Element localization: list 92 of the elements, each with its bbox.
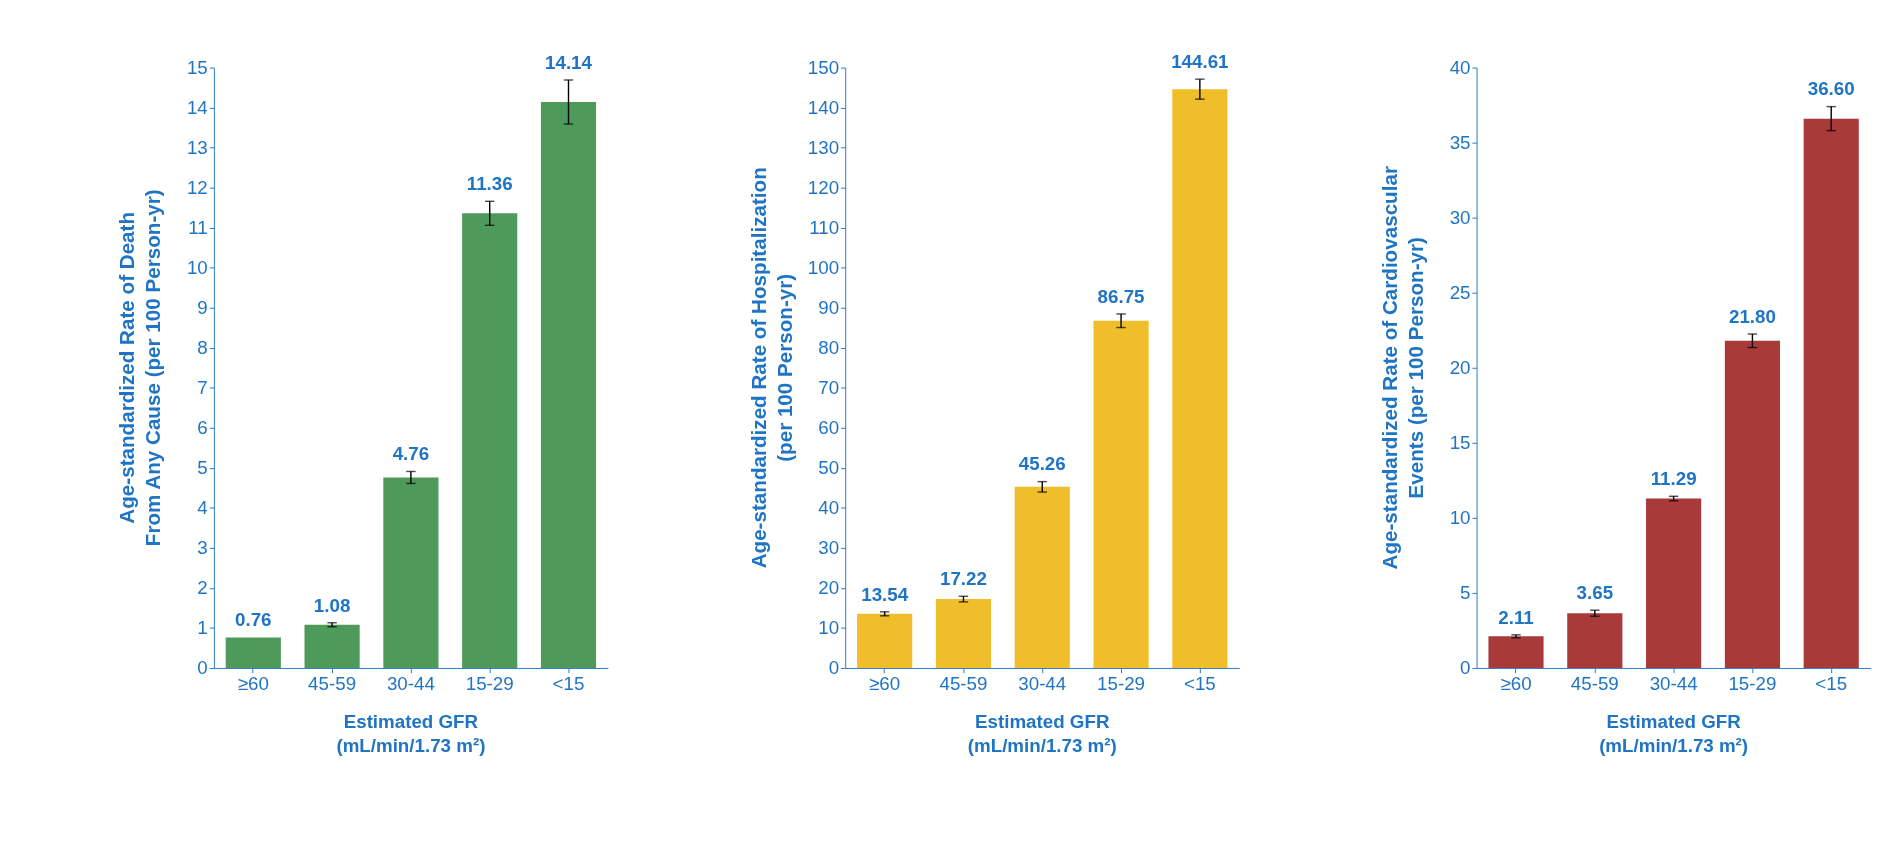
bar (1172, 89, 1228, 668)
x-tick-label: 30-44 (1018, 673, 1067, 695)
data-label: 45.26 (1018, 453, 1066, 475)
y-tick-label: 10 (1449, 506, 1471, 528)
data-label: 36.60 (1807, 78, 1855, 100)
y-tick-label: 5 (197, 456, 208, 478)
y-tick-label: 40 (818, 496, 840, 518)
bar (1646, 498, 1702, 668)
y-tick-label: 13 (186, 136, 208, 158)
y-tick-label: 10 (818, 617, 840, 639)
y-tick-label: 70 (818, 376, 840, 398)
bar (540, 102, 597, 668)
bar (857, 613, 913, 668)
data-label: 86.75 (1097, 285, 1145, 307)
bar (304, 624, 360, 668)
x-tick-label: 30-44 (386, 673, 435, 695)
y-tick-label: 140 (807, 96, 840, 118)
y-tick-label: 20 (1449, 356, 1471, 378)
y-tick-label: 0 (1460, 657, 1471, 679)
y-tick-label: 7 (197, 376, 208, 398)
x-axis-title: Estimated GFR (mL/min/1.73 m²) (967, 711, 1117, 757)
y-tick-label: 0 (197, 657, 208, 679)
bar (462, 213, 518, 668)
y-tick-label: 5 (1460, 582, 1471, 604)
x-axis-title: Estimated GFR (mL/min/1.73 m²) (1599, 711, 1749, 757)
data-label: 1.08 (313, 594, 351, 616)
y-tick-label: 11 (188, 216, 208, 238)
y-tick-label: 90 (818, 296, 840, 318)
x-tick-label: 45-59 (939, 673, 988, 695)
data-label: 0.76 (235, 609, 272, 631)
y-tick-label: 80 (818, 336, 840, 358)
y-tick-label: 8 (197, 336, 208, 358)
data-label: 11.36 (466, 173, 513, 195)
y-tick-label: 6 (197, 416, 208, 438)
y-tick-label: 15 (1449, 431, 1471, 453)
y-tick-label: 120 (807, 176, 840, 198)
bar (1093, 320, 1149, 668)
x-tick-label: 15-29 (1728, 673, 1777, 695)
x-tick-label: <15 (552, 673, 585, 695)
x-tick-label: ≥60 (237, 673, 269, 695)
bar (935, 599, 992, 668)
data-label: 3.65 (1576, 581, 1614, 603)
bar (1014, 486, 1070, 668)
data-label: 14.14 (545, 51, 593, 73)
data-label: 4.76 (392, 443, 430, 465)
y-tick-label: 2 (197, 577, 208, 599)
x-tick-label: 30-44 (1649, 673, 1698, 695)
y-axis-title: Age-standardized Rate of Cardiovascular Events (per 100 Person-yr) (1377, 166, 1428, 570)
y-tick-label: 150 (807, 56, 840, 78)
y-tick-label: 15 (186, 56, 208, 78)
y-tick-label: 12 (186, 176, 208, 198)
data-label: 21.80 (1728, 305, 1776, 327)
y-tick-label: 3 (197, 537, 208, 559)
bar (1567, 613, 1623, 668)
x-tick-label: ≥60 (1500, 673, 1532, 695)
y-axis-title: Age-standardized Rate of Hospitalization (per 100 Person-yr) (746, 167, 796, 569)
y-tick-label: 25 (1449, 281, 1471, 303)
bar (1803, 118, 1859, 668)
y-tick-label: 10 (186, 256, 208, 278)
bar (383, 477, 439, 668)
y-tick-label: 100 (807, 256, 840, 278)
y-tick-label: 14 (186, 96, 208, 118)
data-label: 144.61 (1171, 50, 1229, 72)
x-axis-title: Estimated GFR (mL/min/1.73 m²) (336, 711, 486, 757)
y-tick-label: 20 (818, 577, 840, 599)
x-tick-label: ≥60 (869, 673, 901, 695)
data-label: 2.11 (1498, 606, 1534, 628)
x-tick-label: 45-59 (1570, 673, 1619, 695)
bar (1724, 340, 1780, 668)
data-label: 11.29 (1650, 468, 1697, 490)
bar (225, 637, 281, 668)
y-tick-label: 60 (818, 416, 840, 438)
y-tick-label: 9 (197, 296, 208, 318)
bar (1488, 636, 1544, 668)
y-tick-label: 110 (809, 216, 840, 238)
y-tick-label: 4 (197, 496, 208, 518)
y-tick-label: 30 (818, 537, 840, 559)
data-label: 13.54 (861, 583, 909, 605)
y-tick-label: 40 (1449, 56, 1471, 78)
y-axis-title: Age-standardized Rate of Death From Any Cause (per 100 Person-yr) (115, 189, 165, 547)
y-tick-label: 30 (1449, 206, 1471, 228)
y-tick-label: 1 (197, 617, 208, 639)
x-tick-label: 15-29 (465, 673, 514, 695)
x-tick-label: 45-59 (308, 673, 357, 695)
y-tick-label: 130 (807, 136, 840, 158)
y-tick-label: 35 (1449, 131, 1471, 153)
x-tick-label: <15 (1183, 673, 1216, 695)
x-tick-label: 15-29 (1097, 673, 1146, 695)
y-tick-label: 0 (828, 657, 840, 679)
data-label: 17.22 (939, 568, 987, 590)
y-tick-label: 50 (818, 456, 840, 478)
x-tick-label: <15 (1815, 673, 1848, 695)
